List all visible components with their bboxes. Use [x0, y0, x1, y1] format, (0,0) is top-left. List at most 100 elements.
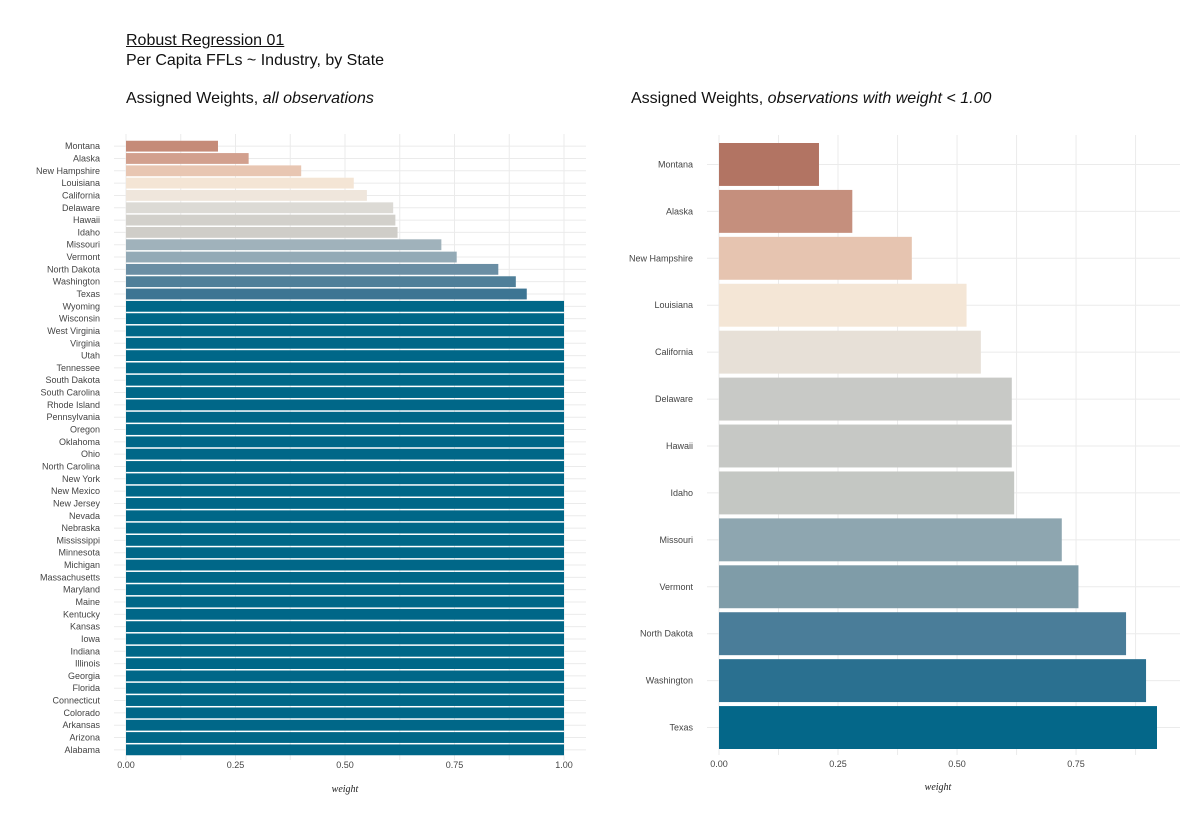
left-bar-massachusetts: [126, 571, 564, 583]
left-bar-oregon: [126, 424, 564, 435]
left-bar-connecticut: [126, 695, 564, 706]
left-bar-new-hampshire: [126, 165, 302, 177]
left-bar-utah: [126, 350, 564, 362]
right-category-label-washington: Washington: [646, 676, 693, 686]
left-category-label-wyoming: Wyoming: [63, 301, 100, 311]
left-bar-california: [126, 190, 367, 201]
left-bar-kentucky: [126, 608, 564, 620]
figure-subtitle: Per Capita FFLs ~ Industry, by State: [126, 52, 385, 69]
right-bar-alaska: [719, 189, 853, 233]
left-category-label-massachusetts: Massachusetts: [40, 572, 101, 582]
left-bar-vermont: [126, 251, 457, 263]
left-category-label-kentucky: Kentucky: [63, 609, 101, 619]
left-category-label-new-mexico: New Mexico: [51, 486, 100, 496]
left-chart: Montana Alaska New Hampshire Louisiana Calif…: [36, 134, 586, 795]
left-bar-delaware: [126, 202, 394, 214]
left-x-tick-label: 0.50: [336, 760, 354, 770]
left-bar-idaho: [126, 226, 398, 238]
left-bar-georgia: [126, 670, 564, 682]
left-bar-indiana: [126, 645, 564, 657]
figure-title: Robust Regression 01: [126, 32, 285, 49]
left-category-label-indiana: Indiana: [70, 646, 100, 656]
right-bar-texas: [719, 706, 1157, 749]
left-bar-south-dakota: [126, 374, 564, 386]
left-x-tick-label: 0.25: [227, 760, 245, 770]
left-category-label-south-dakota: South Dakota: [45, 375, 100, 385]
left-x-tick-label: 0.75: [446, 760, 464, 770]
left-category-label-maine: Maine: [75, 597, 100, 607]
left-category-label-virginia: Virginia: [70, 338, 100, 348]
left-x-axis-label: weight: [332, 784, 359, 795]
left-category-label-north-carolina: North Carolina: [42, 461, 100, 471]
right-category-label-new-hampshire: New Hampshire: [629, 253, 693, 263]
right-panel-title-italic: observations with weight < 1.00: [767, 90, 992, 107]
left-bar-hawaii: [126, 214, 396, 226]
left-category-label-new-hampshire: New Hampshire: [36, 166, 100, 176]
left-x-tick-label: 0.00: [117, 760, 135, 770]
left-category-label-michigan: Michigan: [64, 560, 100, 570]
left-panel-title: Assigned Weights, all observations: [126, 90, 374, 108]
left-bar-washington: [126, 276, 516, 288]
left-bar-new-york: [126, 473, 564, 485]
right-x-tick-label: 0.50: [948, 759, 966, 769]
left-category-label-texas: Texas: [76, 289, 100, 299]
left-bar-missouri: [126, 239, 442, 251]
left-category-label-vermont: Vermont: [66, 252, 100, 262]
left-category-label-mississippi: Mississippi: [56, 535, 100, 545]
left-category-label-hawaii: Hawaii: [73, 215, 100, 225]
left-category-label-utah: Utah: [81, 351, 100, 361]
right-chart: Montana Alaska New Hampshire Louisiana Calif…: [629, 135, 1180, 793]
left-bar-ohio: [126, 448, 564, 460]
left-bar-iowa: [126, 633, 564, 645]
left-bar-oklahoma: [126, 436, 564, 448]
right-bar-louisiana: [719, 283, 967, 327]
right-category-label-alaska: Alaska: [666, 206, 693, 216]
right-panel-title-plain: Assigned Weights,: [631, 90, 768, 107]
right-bar-washington: [719, 659, 1147, 703]
left-bar-arizona: [126, 732, 564, 743]
left-category-label-ohio: Ohio: [81, 449, 100, 459]
left-bar-colorado: [126, 707, 564, 719]
left-category-label-idaho: Idaho: [77, 227, 100, 237]
left-category-label-missouri: Missouri: [66, 240, 100, 250]
left-bar-virginia: [126, 337, 564, 349]
left-bar-pennsylvania: [126, 411, 564, 423]
left-category-label-maryland: Maryland: [63, 585, 100, 595]
left-category-label-arizona: Arizona: [69, 733, 100, 743]
left-category-label-nevada: Nevada: [69, 511, 100, 521]
left-bar-nebraska: [126, 522, 564, 534]
left-bar-minnesota: [126, 547, 564, 559]
right-x-tick-label: 0.00: [710, 759, 728, 769]
left-bar-louisiana: [126, 177, 354, 189]
right-category-label-vermont: Vermont: [659, 582, 693, 592]
left-bar-south-carolina: [126, 387, 564, 398]
right-panel-title: Assigned Weights, observations with weig…: [631, 90, 991, 108]
right-x-tick-label: 0.75: [1067, 759, 1085, 769]
left-bar-north-carolina: [126, 461, 564, 472]
left-bar-new-jersey: [126, 498, 564, 509]
left-category-label-rhode-island: Rhode Island: [47, 400, 100, 410]
left-category-label-pennsylvania: Pennsylvania: [46, 412, 100, 422]
left-bar-florida: [126, 682, 564, 694]
left-panel-title-italic: all observations: [262, 90, 374, 107]
left-bar-maine: [126, 596, 564, 608]
left-category-label-iowa: Iowa: [81, 634, 100, 644]
right-category-label-louisiana: Louisiana: [654, 300, 693, 310]
left-bar-alaska: [126, 153, 249, 164]
right-category-label-california: California: [655, 347, 693, 357]
right-bar-vermont: [719, 565, 1079, 609]
left-bar-texas: [126, 288, 527, 300]
left-category-label-california: California: [62, 190, 100, 200]
left-x-tick-label: 1.00: [555, 760, 573, 770]
right-bar-new-hampshire: [719, 236, 912, 280]
right-bar-idaho: [719, 471, 1015, 515]
left-bar-maryland: [126, 584, 564, 596]
right-bar-delaware: [719, 377, 1012, 421]
left-category-label-georgia: Georgia: [68, 671, 100, 681]
left-category-label-tennessee: Tennessee: [56, 363, 100, 373]
right-x-axis-label: weight: [925, 782, 952, 793]
left-category-label-washington: Washington: [53, 277, 100, 287]
right-category-label-idaho: Idaho: [670, 488, 693, 498]
left-category-label-north-dakota: North Dakota: [47, 264, 100, 274]
